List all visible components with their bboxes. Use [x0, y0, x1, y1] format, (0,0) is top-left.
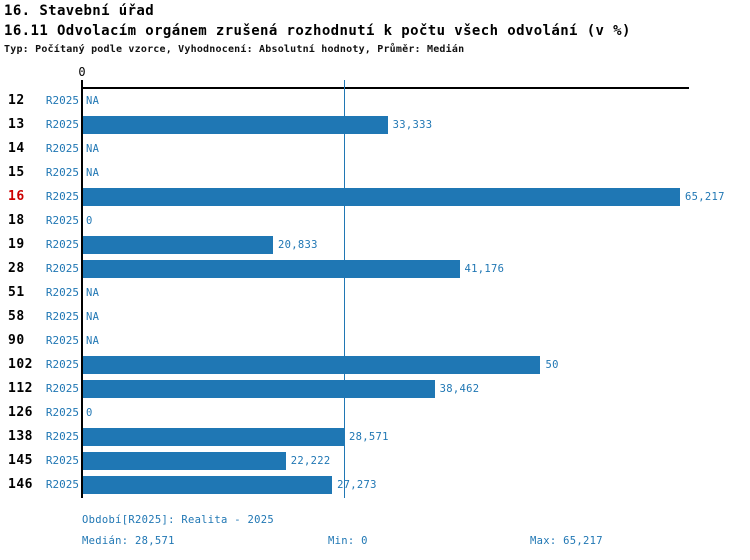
row-id-label: 112	[8, 381, 33, 396]
footer-period-line: Období[R2025]: Realita - 2025	[82, 514, 275, 526]
footer-median-label: Medián: 28,571	[82, 535, 175, 547]
chart-title: 16.11 Odvolacím orgánem zrušená rozhodnu…	[4, 23, 631, 39]
row-id-label: 51	[8, 285, 25, 300]
bar	[82, 236, 274, 254]
bar-value-label: NA	[86, 143, 100, 155]
bar-value-label: NA	[86, 335, 100, 347]
chart-row: 138 R2025 28,571	[0, 425, 750, 449]
bar-value-label: 20,833	[278, 239, 318, 251]
row-id-label: 14	[8, 141, 25, 156]
row-period-label: R2025	[45, 238, 79, 251]
chart-meta-line: Typ: Počítaný podle vzorce, Vyhodnocení:…	[4, 44, 465, 55]
row-id-label: 18	[8, 213, 25, 228]
row-id-label: 15	[8, 165, 25, 180]
page-title: 16. Stavební úřad	[4, 3, 155, 19]
chart-row: 12 R2025 NA	[0, 89, 750, 113]
row-id-label: 13	[8, 117, 25, 132]
bar-value-label: 33,333	[392, 119, 433, 131]
chart-row: 58 R2025 NA	[0, 305, 750, 329]
row-id-label: 28	[8, 261, 25, 276]
bar-value-label: 27,273	[337, 479, 377, 491]
row-id-label: 145	[8, 453, 33, 468]
chart-row: 15 R2025 NA	[0, 161, 750, 185]
row-id-label: 12	[8, 93, 25, 108]
y-axis-line	[81, 80, 83, 498]
bar	[82, 260, 460, 278]
bar	[82, 380, 435, 398]
chart-row: 146 R2025 27,273	[0, 473, 750, 497]
row-period-label: R2025	[45, 406, 79, 419]
row-period-label: R2025	[45, 94, 79, 107]
chart-row: 19 R2025 20,833	[0, 233, 750, 257]
chart-row: 90 R2025 NA	[0, 329, 750, 353]
row-id-label: 126	[8, 405, 33, 420]
row-period-label: R2025	[45, 430, 79, 443]
row-period-label: R2025	[45, 190, 79, 203]
chart-row: 16 R2025 65,217	[0, 185, 750, 209]
bar-value-label: NA	[86, 95, 100, 107]
chart-row: 13 R2025 33,333	[0, 113, 750, 137]
row-period-label: R2025	[45, 382, 79, 395]
bar-value-label: 65,217	[685, 191, 725, 203]
bar-value-label: 0	[86, 407, 93, 419]
row-id-label: 102	[8, 357, 33, 372]
bar	[82, 116, 388, 134]
chart-row: 112 R2025 38,462	[0, 377, 750, 401]
chart-row: 18 R2025 0	[0, 209, 750, 233]
row-id-label: 16	[8, 189, 25, 204]
bar-value-label: NA	[86, 167, 100, 179]
bar	[82, 428, 344, 446]
bar	[82, 476, 333, 494]
row-period-label: R2025	[45, 142, 79, 155]
row-period-label: R2025	[45, 478, 79, 491]
row-id-label: 19	[8, 237, 25, 252]
row-id-label: 90	[8, 333, 25, 348]
x-axis-line	[81, 87, 689, 89]
row-id-label: 146	[8, 477, 33, 492]
bar-value-label: NA	[86, 287, 100, 299]
row-id-label: 58	[8, 309, 25, 324]
bar-value-label: 28,571	[348, 431, 389, 443]
bar-value-label: 38,462	[439, 383, 480, 395]
row-period-label: R2025	[45, 118, 79, 131]
row-period-label: R2025	[45, 214, 79, 227]
row-period-label: R2025	[45, 310, 79, 323]
bar-value-label: 0	[86, 215, 93, 227]
bar-value-label: 50	[545, 359, 559, 371]
bar-value-label: NA	[86, 311, 100, 323]
row-period-label: R2025	[45, 262, 79, 275]
footer-min-label: Min: 0	[328, 535, 368, 547]
x-axis-zero-tick-label: 0	[78, 65, 86, 79]
chart-row: 126 R2025 0	[0, 401, 750, 425]
chart-row: 51 R2025 NA	[0, 281, 750, 305]
bar	[82, 356, 541, 374]
row-period-label: R2025	[45, 454, 79, 467]
row-period-label: R2025	[45, 166, 79, 179]
chart-row: 28 R2025 41,176	[0, 257, 750, 281]
bar-value-label: 41,176	[464, 263, 505, 275]
bar	[82, 188, 680, 206]
row-period-label: R2025	[45, 358, 79, 371]
chart-row: 14 R2025 NA	[0, 137, 750, 161]
bar-value-label: 22,222	[290, 455, 331, 467]
median-line	[343, 80, 346, 498]
row-period-label: R2025	[45, 286, 79, 299]
footer-max-label: Max: 65,217	[530, 535, 603, 547]
bar	[82, 452, 286, 470]
chart-row: 145 R2025 22,222	[0, 449, 750, 473]
chart-row: 102 R2025 50	[0, 353, 750, 377]
row-id-label: 138	[8, 429, 33, 444]
row-period-label: R2025	[45, 334, 79, 347]
